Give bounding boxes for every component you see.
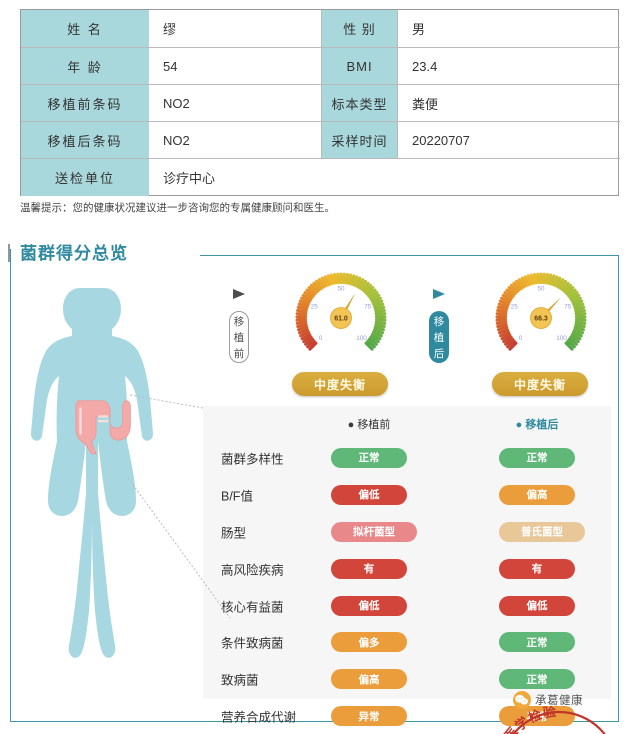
svg-text:云葛医学检验: 云葛医学检验 [495,706,558,734]
